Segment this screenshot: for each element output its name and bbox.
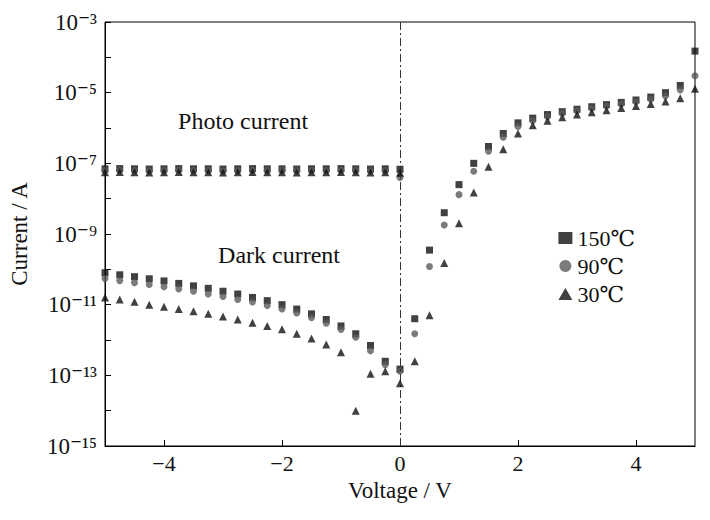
svg-text:10⁻¹¹: 10⁻¹¹	[48, 292, 97, 317]
svg-text:10⁻⁵: 10⁻⁵	[54, 80, 97, 105]
svg-text:150℃: 150℃	[577, 226, 635, 251]
svg-text:30℃: 30℃	[577, 282, 624, 307]
svg-text:2: 2	[513, 451, 524, 476]
svg-text:Photo current: Photo current	[178, 108, 308, 134]
svg-text:−4: −4	[152, 451, 175, 476]
svg-text:10⁻⁷: 10⁻⁷	[54, 151, 97, 176]
svg-text:10⁻³: 10⁻³	[55, 10, 97, 35]
svg-text:10⁻¹⁵: 10⁻¹⁵	[47, 434, 97, 459]
svg-text:0: 0	[395, 451, 406, 476]
svg-text:10⁻⁹: 10⁻⁹	[54, 222, 97, 247]
svg-text:4: 4	[631, 451, 642, 476]
svg-text:Voltage / V: Voltage / V	[348, 478, 452, 503]
svg-text:90℃: 90℃	[577, 254, 624, 279]
svg-text:−2: −2	[270, 451, 293, 476]
svg-text:Current / A: Current / A	[7, 182, 32, 286]
svg-text:Dark current: Dark current	[218, 242, 340, 268]
svg-text:10⁻¹³: 10⁻¹³	[48, 363, 97, 388]
